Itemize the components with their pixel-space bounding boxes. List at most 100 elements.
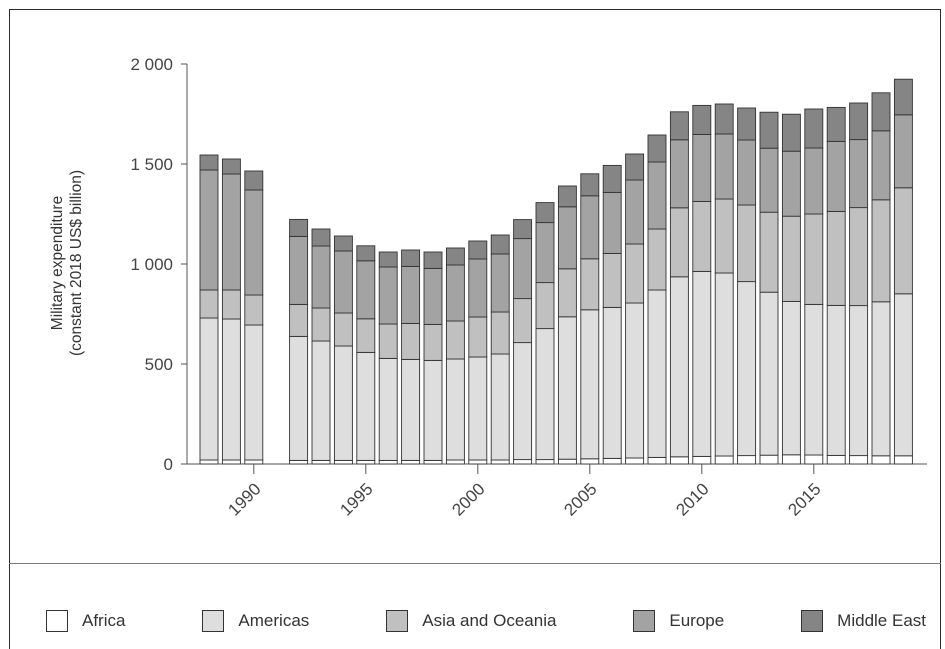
bar-segment	[378, 459, 398, 465]
bar-segment	[692, 455, 712, 465]
bar-segment	[401, 322, 421, 360]
bar-segment	[647, 456, 667, 465]
bar-segment	[289, 335, 309, 461]
bar-segment	[602, 191, 622, 254]
bar-segment	[781, 215, 801, 302]
bar-segment	[378, 323, 398, 359]
bar-segment	[737, 139, 757, 206]
bar-segment	[669, 456, 689, 465]
legend-divider	[9, 563, 941, 564]
bar-segment	[669, 207, 689, 278]
bar-segment	[826, 140, 846, 212]
bar-segment	[423, 459, 443, 465]
bar-segment	[356, 245, 376, 262]
legend-label: Americas	[238, 611, 310, 630]
legend-item: Africa	[46, 610, 125, 632]
y-axis-label: Military expenditure (constant 2018 US$ b…	[49, 170, 85, 356]
legend-swatch	[386, 610, 409, 632]
bar-segment	[289, 459, 309, 465]
bar-segment	[625, 179, 645, 245]
bar-segment	[490, 459, 510, 465]
bar-segment	[445, 264, 465, 322]
bar-segment	[759, 211, 779, 293]
bar-segment	[468, 258, 488, 318]
bar-segment	[244, 324, 264, 461]
legend-label: Europe	[669, 611, 725, 630]
bar-segment	[333, 345, 353, 461]
x-tick-label: 2010	[672, 479, 712, 519]
bar-segment	[669, 111, 689, 141]
bar-segment	[289, 303, 309, 337]
bar-segment	[490, 353, 510, 461]
bar-segment	[804, 147, 824, 215]
bar-segment	[759, 111, 779, 149]
bar-segment	[625, 153, 645, 181]
bar-segment	[647, 134, 667, 163]
bar-segment	[401, 358, 421, 461]
bar-segment	[557, 458, 577, 465]
bar-segment	[311, 228, 331, 247]
bar-segment	[244, 459, 264, 465]
bar-segment	[893, 114, 913, 189]
bar-segment	[333, 312, 353, 347]
legend-swatch	[46, 610, 68, 632]
legend-label: Asia and Oceania	[422, 611, 557, 630]
bar-segment	[871, 301, 891, 457]
bar-segment	[893, 187, 913, 295]
bar-segment	[804, 454, 824, 465]
legend-swatch	[801, 610, 824, 632]
legend-label: Africa	[82, 611, 126, 630]
bar-segment	[311, 340, 331, 461]
bar-segment	[714, 272, 734, 457]
bar-segment	[647, 289, 667, 458]
bar-segment	[647, 161, 667, 230]
legend-swatch	[202, 610, 225, 632]
bar-segment	[221, 289, 241, 320]
bar-segment	[849, 102, 869, 141]
bar-segment	[513, 219, 533, 240]
legend-swatch	[633, 610, 656, 632]
bar-segment	[580, 195, 600, 260]
bar-segment	[804, 303, 824, 456]
bar-segment	[602, 306, 622, 459]
bar-segment	[625, 243, 645, 304]
bar-segment	[692, 200, 712, 272]
bar-segment	[468, 316, 488, 358]
bar-segment	[468, 240, 488, 260]
bar-segment	[378, 266, 398, 325]
bar-segment	[199, 317, 219, 461]
bar-segment	[714, 198, 734, 274]
bar-segment	[401, 249, 421, 267]
bar-segment	[580, 458, 600, 465]
bar-segment	[445, 320, 465, 360]
bar-segment	[692, 270, 712, 457]
bar-segment	[781, 454, 801, 465]
bar-segment	[714, 133, 734, 200]
bar-segment	[826, 210, 846, 306]
x-tick-label: 2000	[448, 479, 488, 519]
bar-segment	[535, 202, 555, 224]
bar-segment	[199, 169, 219, 291]
bar-segment	[445, 247, 465, 266]
bar-segment	[468, 459, 488, 465]
bar-segment	[759, 147, 779, 213]
bar-segment	[602, 252, 622, 308]
bar-segment	[311, 459, 331, 465]
bar-segment	[356, 260, 376, 320]
bar-segment	[557, 206, 577, 270]
bar-segment	[849, 305, 869, 457]
bar-segment	[423, 267, 443, 325]
bar-segment	[535, 222, 555, 284]
bar-segment	[804, 108, 824, 149]
bar-segment	[333, 235, 353, 252]
bar-segment	[490, 253, 510, 313]
bar-segment	[490, 234, 510, 255]
bar-segment	[311, 245, 331, 309]
bar-segment	[871, 130, 891, 201]
bar-segment	[356, 459, 376, 465]
bar-segment	[423, 359, 443, 461]
bar-segment	[669, 139, 689, 209]
bar-segment	[625, 302, 645, 459]
bar-segment	[871, 92, 891, 132]
y-tick-label: 2 000	[130, 55, 173, 74]
